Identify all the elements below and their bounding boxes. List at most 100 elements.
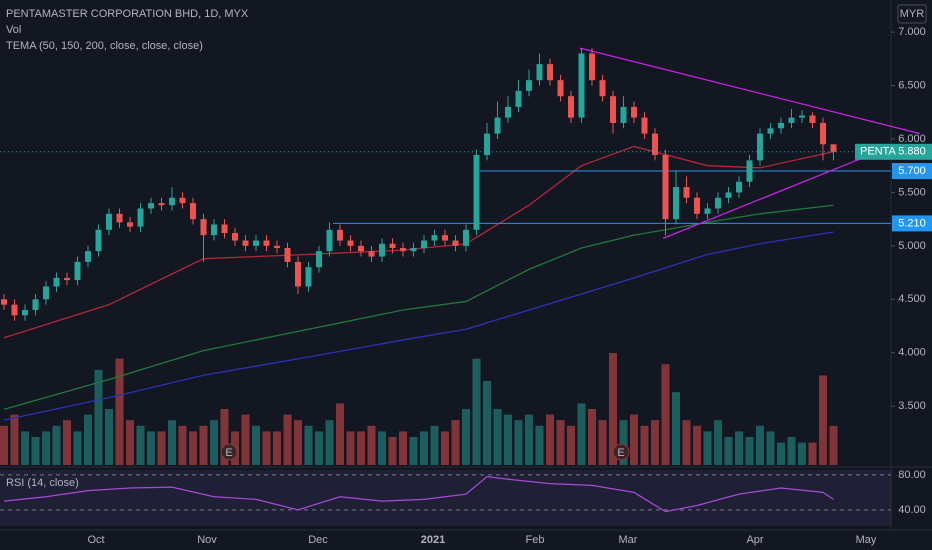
candle-body: [736, 181, 742, 193]
candle-body: [337, 229, 343, 241]
candle-body: [757, 133, 763, 161]
earnings-label: E: [617, 447, 624, 459]
candle-body: [358, 245, 364, 252]
volume-bar: [199, 425, 208, 465]
candle-body: [641, 117, 648, 134]
candle-body: [347, 240, 354, 246]
rsi-tick-label: 80.00: [898, 469, 926, 481]
volume-bar: [462, 409, 470, 465]
volume-bar: [273, 431, 281, 465]
candle-body: [746, 160, 753, 182]
volume-bar: [693, 425, 701, 465]
candle-body: [431, 235, 438, 241]
volume-bar: [766, 431, 775, 465]
volume-bar: [451, 420, 460, 465]
candle-body: [515, 90, 522, 107]
hline-label-box: [892, 215, 932, 232]
volume-bar: [567, 425, 575, 465]
volume-bar: [136, 425, 145, 465]
x-tick-label: May: [856, 534, 877, 546]
volume-bar: [157, 431, 166, 465]
y-tick-label: 6.500: [898, 79, 926, 91]
candle-body: [505, 106, 511, 118]
candle-body: [778, 122, 784, 129]
candle-body: [368, 251, 375, 257]
candle-body: [95, 229, 102, 252]
indicator-label: TEMA (50, 150, 200, close, close, close): [6, 40, 203, 52]
candle-body: [589, 53, 595, 81]
rsi-label: RSI (14, close): [6, 477, 79, 489]
volume-bar: [640, 425, 649, 465]
volume-bar: [514, 420, 523, 465]
last-price-box: [855, 143, 932, 160]
candle-body: [410, 248, 417, 252]
candle-body: [127, 222, 133, 227]
symbol-label: PENTA: [860, 146, 897, 158]
candle-body: [578, 53, 585, 118]
volume-bar: [42, 431, 50, 465]
volume-bar: [31, 437, 40, 465]
volume-label: Vol: [6, 24, 21, 36]
volume-bar: [630, 414, 638, 465]
candle-body: [106, 213, 112, 230]
ma-line: [3, 145, 834, 339]
candle-body: [799, 115, 805, 118]
y-tick-label: 4.500: [898, 293, 926, 305]
volume-bar: [535, 425, 544, 465]
trendline: [579, 47, 921, 135]
candle-body: [652, 133, 658, 155]
candle-body: [221, 224, 228, 234]
currency-box: [897, 4, 927, 24]
candle-body: [421, 240, 427, 248]
volume-bar: [52, 425, 61, 465]
candle-body: [242, 240, 249, 246]
volume-bar: [168, 420, 176, 465]
x-tick-label: Feb: [526, 534, 545, 546]
volume-bar: [745, 437, 754, 465]
candle-body: [400, 248, 406, 252]
y-tick-label: 6.000: [898, 133, 926, 145]
candle-body: [715, 197, 721, 209]
earnings-marker: [612, 443, 630, 461]
candle-body: [442, 235, 448, 241]
volume-bar: [493, 409, 502, 465]
candle-body: [316, 251, 322, 268]
candle-body: [631, 106, 637, 118]
earnings-label: E: [225, 447, 232, 459]
candle-body: [473, 155, 480, 230]
volume-bar: [430, 425, 439, 465]
volume-bar: [556, 420, 565, 465]
candle-body: [116, 213, 123, 223]
volume-bar: [598, 420, 607, 465]
candle-body: [820, 122, 826, 145]
volume-bar: [672, 392, 680, 465]
volume-bar: [619, 420, 628, 465]
candle-body: [704, 208, 711, 214]
candle-body: [568, 96, 574, 118]
candle-body: [11, 304, 18, 316]
candle-body: [263, 240, 270, 246]
candle-body: [74, 261, 81, 281]
volume-bar: [325, 420, 334, 465]
volume-bar: [21, 431, 29, 465]
volume-bar: [115, 358, 124, 465]
volume-bar: [94, 369, 103, 465]
ma-line: [3, 204, 834, 411]
candle-body: [610, 96, 616, 123]
candle-body: [379, 243, 385, 257]
candle-body: [1, 299, 7, 305]
rsi-tick-label: 40.00: [898, 504, 926, 516]
volume-bar: [126, 420, 134, 465]
candle-body: [32, 299, 39, 310]
candle-body: [232, 233, 238, 241]
volume-bar: [661, 364, 670, 465]
candle-body: [557, 80, 564, 97]
volume-bar: [84, 414, 92, 465]
volume-bar: [399, 431, 407, 465]
y-tick-label: 7.000: [898, 26, 926, 38]
candle-body: [694, 197, 700, 214]
chart-title: PENTAMASTER CORPORATION BHD, 1D, MYX: [6, 8, 249, 20]
candle-body: [22, 310, 28, 316]
